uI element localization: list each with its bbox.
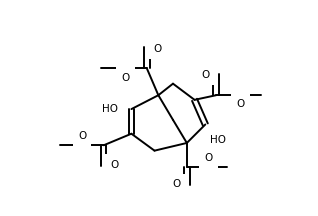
Text: O: O xyxy=(110,160,119,170)
Text: O: O xyxy=(204,152,212,163)
Text: HO: HO xyxy=(101,104,118,114)
Text: HO: HO xyxy=(210,135,226,145)
Text: O: O xyxy=(154,44,162,54)
Text: O: O xyxy=(237,99,245,110)
Text: O: O xyxy=(172,179,180,189)
Text: O: O xyxy=(201,70,210,80)
Text: O: O xyxy=(121,73,129,83)
Text: O: O xyxy=(78,131,86,141)
